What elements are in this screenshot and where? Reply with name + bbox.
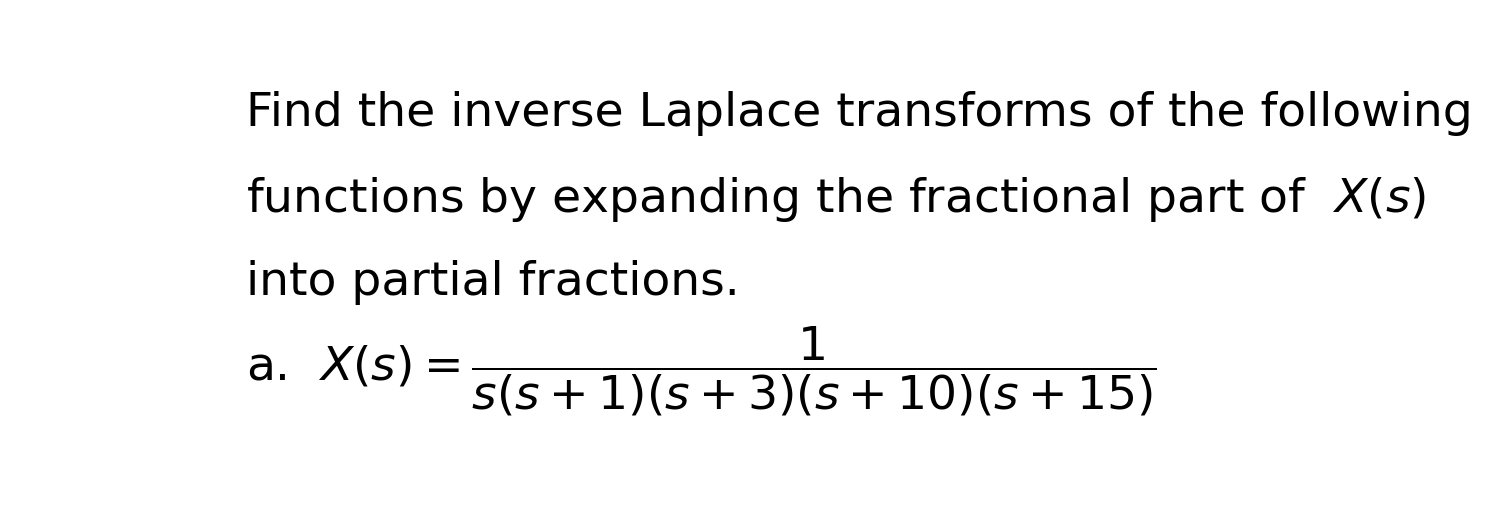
Text: a.  $X(s) = \dfrac{1}{s(s+1)(s+3)(s+10)(s+15)}$: a. $X(s) = \dfrac{1}{s(s+1)(s+3)(s+10)(s…: [246, 324, 1156, 418]
Text: functions by expanding the fractional part of  $X(s)$: functions by expanding the fractional pa…: [246, 175, 1425, 224]
Text: Find the inverse Laplace transforms of the following: Find the inverse Laplace transforms of t…: [246, 91, 1473, 136]
Text: into partial fractions.: into partial fractions.: [246, 260, 740, 305]
